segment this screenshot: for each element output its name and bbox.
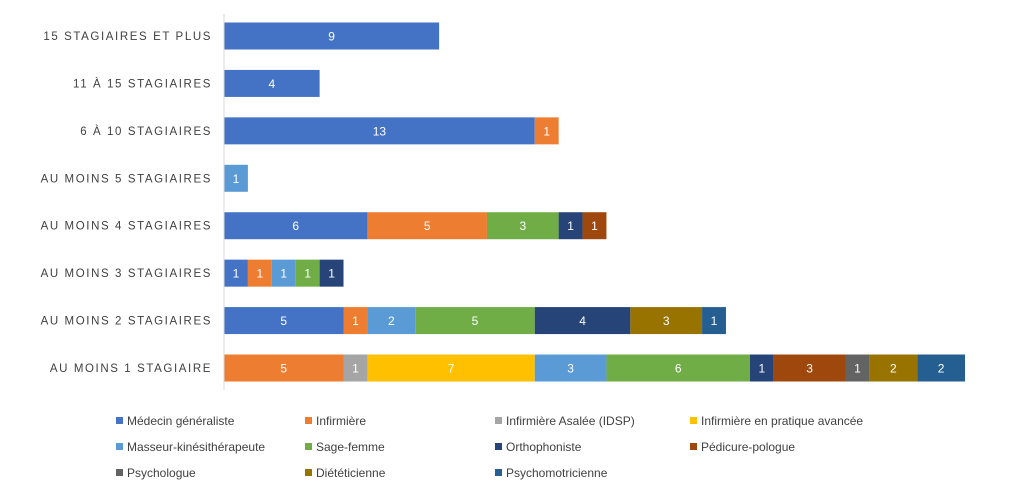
data-label-medecin-generaliste-11-a-15-stagiaires: 4 <box>268 77 275 91</box>
bar-psychomotricienne-au-moins-2-stagiaires <box>702 307 726 335</box>
bar-medecin-generaliste-15-stagiaires-et-plus <box>224 22 440 50</box>
data-label-medecin-generaliste-au-moins-4-stagiaires: 6 <box>292 219 299 233</box>
data-label-orthophoniste-au-moins-3-stagiaires: 1 <box>328 267 335 281</box>
legend-label-psychomotricienne: Psychomotricienne <box>506 466 608 480</box>
data-label-orthophoniste-au-moins-4-stagiaires: 1 <box>567 219 574 233</box>
bar-medecin-generaliste-au-moins-4-stagiaires <box>224 212 368 240</box>
data-label-psychomotricienne-au-moins-2-stagiaires: 1 <box>711 314 718 328</box>
bar-orthophoniste-au-moins-3-stagiaires <box>319 259 344 287</box>
data-label-pedicure-pologue-au-moins-4-stagiaires: 1 <box>591 219 598 233</box>
legend-swatch-infirmiere-en-pratique-avancee <box>690 417 697 424</box>
bar-sage-femme-au-moins-4-stagiaires <box>486 212 559 240</box>
bar-medecin-generaliste-au-moins-3-stagiaires <box>224 259 248 287</box>
data-label-psychologue-au-moins-1-stagiaire: 1 <box>854 362 861 376</box>
legend-swatch-orthophoniste <box>495 443 502 450</box>
bar-medecin-generaliste-6-a-10-stagiaires <box>224 117 535 145</box>
data-label-masseur-kinesitherapeute-au-moins-1-stagiaire: 3 <box>567 362 574 376</box>
legend: Médecin généraliste Infirmière Infirmière … <box>116 414 863 480</box>
legend-label-dieteticienne: Diététicienne <box>316 466 386 480</box>
bar-masseur-kinesitherapeute-au-moins-1-stagiaire <box>534 354 607 382</box>
legend-label-infirmiere-en-pratique-avancee: Infirmière en pratique avancée <box>701 414 863 428</box>
data-label-masseur-kinesitherapeute-au-moins-2-stagiaires: 2 <box>388 314 395 328</box>
legend-swatch-pedicure-pologue <box>690 443 697 450</box>
data-label-medecin-generaliste-au-moins-3-stagiaires: 1 <box>233 267 240 281</box>
bar-psychologue-au-moins-1-stagiaire <box>845 354 870 382</box>
category-label-au-moins-3-stagiaires: AU MOINS 3 STAGIAIRES <box>41 268 212 280</box>
category-label-au-moins-1-stagiaire: AU MOINS 1 STAGIAIRE <box>50 363 212 375</box>
data-label-sage-femme-au-moins-2-stagiaires: 5 <box>472 314 479 328</box>
legend-swatch-dieteticienne <box>305 469 312 476</box>
bar-pedicure-pologue-au-moins-1-stagiaire <box>773 354 846 382</box>
bar-psychomotricienne-au-moins-1-stagiaire <box>917 354 965 382</box>
legend-label-psychologue: Psychologue <box>127 466 196 480</box>
legend-label-medecin-generaliste: Médecin généraliste <box>127 414 235 428</box>
data-label-sage-femme-au-moins-4-stagiaires: 3 <box>519 219 526 233</box>
legend-label-orthophoniste: Orthophoniste <box>506 440 582 454</box>
bar-masseur-kinesitherapeute-au-moins-3-stagiaires <box>271 259 296 287</box>
category-labels-group: 15 STAGIAIRES ET PLUS 11 À 15 STAGIAIRES 6… <box>41 31 212 375</box>
data-label-sage-femme-au-moins-3-stagiaires: 1 <box>304 267 311 281</box>
data-label-sage-femme-au-moins-1-stagiaire: 6 <box>675 362 682 376</box>
bar-infirmiere-6-a-10-stagiaires <box>534 117 559 145</box>
legend-label-sage-femme: Sage-femme <box>316 440 385 454</box>
category-label-6-a-10-stagiaires: 6 À 10 STAGIAIRES <box>80 125 212 138</box>
data-label-dieteticienne-au-moins-1-stagiaire: 2 <box>890 362 897 376</box>
bar-dieteticienne-au-moins-2-stagiaires <box>630 307 703 335</box>
legend-swatch-psychologue <box>116 469 123 476</box>
data-label-pedicure-pologue-au-moins-1-stagiaire: 3 <box>806 362 813 376</box>
bar-infirmiere-au-moins-4-stagiaires <box>367 212 487 240</box>
legend-swatch-masseur-kinesitherapeute <box>116 443 123 450</box>
category-label-15-stagiaires-et-plus: 15 STAGIAIRES ET PLUS <box>43 31 212 43</box>
legend-swatch-psychomotricienne <box>495 469 502 476</box>
data-label-medecin-generaliste-15-stagiaires-et-plus: 9 <box>328 30 335 44</box>
data-label-infirmiere-6-a-10-stagiaires: 1 <box>543 124 550 138</box>
bar-masseur-kinesitherapeute-au-moins-2-stagiaires <box>367 307 416 335</box>
data-label-orthophoniste-au-moins-2-stagiaires: 4 <box>579 314 586 328</box>
legend-swatch-infirmiere <box>305 417 312 424</box>
data-label-psychomotricienne-au-moins-1-stagiaire: 2 <box>938 362 945 376</box>
data-label-masseur-kinesitherapeute-au-moins-3-stagiaires: 1 <box>280 267 287 281</box>
legend-label-infirmiere: Infirmière <box>316 414 366 428</box>
bar-medecin-generaliste-11-a-15-stagiaires <box>224 69 320 97</box>
category-label-au-moins-4-stagiaires: AU MOINS 4 STAGIAIRES <box>41 221 212 233</box>
bar-masseur-kinesitherapeute-au-moins-5-stagiaires <box>224 164 248 192</box>
legend-label-infirmiere-asalee-idsp: Infirmière Asalée (IDSP) <box>506 414 635 428</box>
bar-orthophoniste-au-moins-1-stagiaire <box>749 354 774 382</box>
data-label-medecin-generaliste-6-a-10-stagiaires: 13 <box>373 124 387 138</box>
bar-infirmiere-au-moins-3-stagiaires <box>247 259 272 287</box>
data-label-dieteticienne-au-moins-2-stagiaires: 3 <box>663 314 670 328</box>
data-label-orthophoniste-au-moins-1-stagiaire: 1 <box>758 362 765 376</box>
data-label-infirmiere-au-moins-3-stagiaires: 1 <box>257 267 264 281</box>
legend-label-masseur-kinesitherapeute: Masseur-kinésithérapeute <box>127 440 265 454</box>
bar-infirmiere-en-pratique-avancee-au-moins-1-stagiaire <box>367 354 535 382</box>
category-label-au-moins-5-stagiaires: AU MOINS 5 STAGIAIRES <box>41 173 212 185</box>
bar-infirmiere-au-moins-1-stagiaire <box>224 354 344 382</box>
bar-orthophoniste-au-moins-4-stagiaires <box>558 212 583 240</box>
data-label-infirmiere-au-moins-2-stagiaires: 1 <box>352 314 359 328</box>
data-label-infirmiere-au-moins-4-stagiaires: 5 <box>424 219 431 233</box>
legend-swatch-medecin-generaliste <box>116 417 123 424</box>
legend-label-pedicure-pologue: Pédicure-pologue <box>701 440 795 454</box>
data-label-masseur-kinesitherapeute-au-moins-5-stagiaires: 1 <box>233 172 240 186</box>
bar-dieteticienne-au-moins-1-stagiaire <box>869 354 918 382</box>
data-label-infirmiere-au-moins-1-stagiaire: 5 <box>280 362 287 376</box>
category-label-au-moins-2-stagiaires: AU MOINS 2 STAGIAIRES <box>41 316 212 328</box>
bar-sage-femme-au-moins-2-stagiaires <box>415 307 535 335</box>
data-label-infirmiere-asalee-idsp-au-moins-1-stagiaire: 1 <box>352 362 359 376</box>
bar-medecin-generaliste-au-moins-2-stagiaires <box>224 307 344 335</box>
bar-pedicure-pologue-au-moins-4-stagiaires <box>582 212 607 240</box>
data-label-infirmiere-en-pratique-avancee-au-moins-1-stagiaire: 7 <box>448 362 455 376</box>
legend-swatch-sage-femme <box>305 443 312 450</box>
bar-infirmiere-au-moins-2-stagiaires <box>343 307 368 335</box>
legend-swatch-infirmiere-asalee-idsp <box>495 417 502 424</box>
bar-orthophoniste-au-moins-2-stagiaires <box>534 307 631 335</box>
bar-sage-femme-au-moins-3-stagiaires <box>295 259 320 287</box>
bar-sage-femme-au-moins-1-stagiaire <box>606 354 750 382</box>
data-label-medecin-generaliste-au-moins-2-stagiaires: 5 <box>280 314 287 328</box>
category-label-11-a-15-stagiaires: 11 À 15 STAGIAIRES <box>73 77 212 90</box>
bar-infirmiere-asalee-idsp-au-moins-1-stagiaire <box>343 354 368 382</box>
